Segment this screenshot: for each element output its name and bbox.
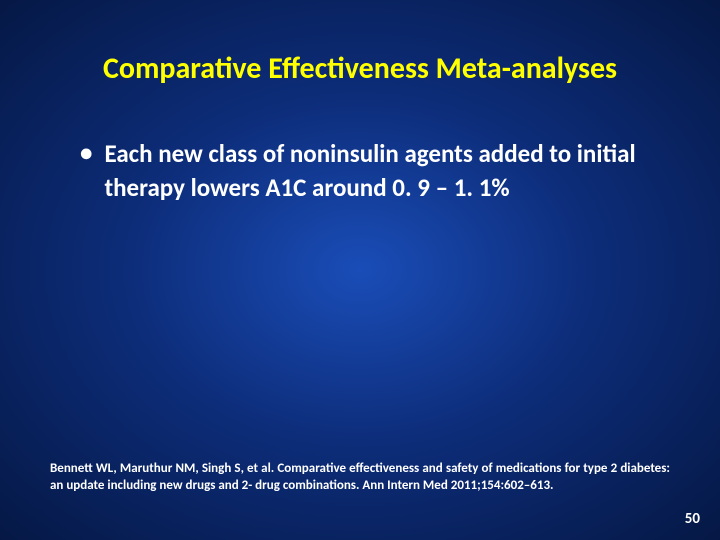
citation-text: Bennett WL, Maruthur NM, Singh S, et al.… xyxy=(50,461,670,495)
slide-container: Comparative Effectiveness Meta-analyses … xyxy=(0,0,720,540)
bullet-text: Each new class of noninsulin agents adde… xyxy=(104,137,650,205)
bullet-item: • Each new class of noninsulin agents ad… xyxy=(80,137,650,205)
bullet-marker: • xyxy=(80,137,92,170)
bullet-list: • Each new class of noninsulin agents ad… xyxy=(50,137,670,205)
page-number: 50 xyxy=(685,510,700,528)
slide-title: Comparative Effectiveness Meta-analyses xyxy=(50,50,670,87)
